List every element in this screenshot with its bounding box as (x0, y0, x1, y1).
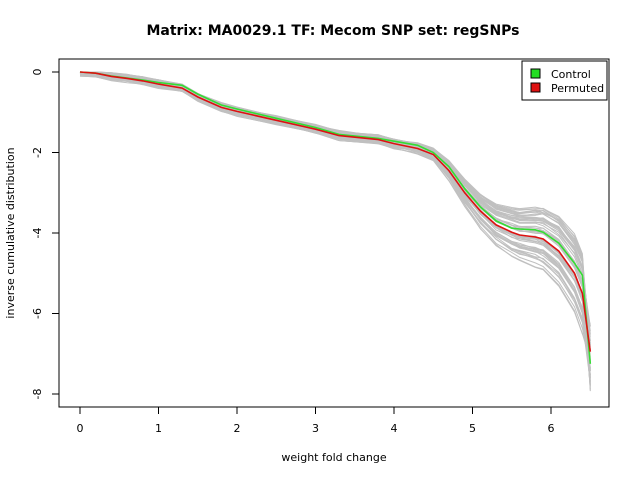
series-lines (79, 71, 592, 364)
permutation-curve (79, 71, 591, 391)
legend-label-permuted: Permuted (551, 82, 604, 95)
permutation-curve (80, 71, 591, 379)
permutation-curve (79, 75, 591, 336)
permutation-curve (79, 72, 591, 326)
permutation-curve (80, 71, 591, 332)
permutation-curve (79, 71, 591, 379)
permutation-curve (79, 73, 591, 325)
permutation-curve (80, 71, 591, 342)
legend-box (521, 60, 608, 101)
legend: Control Permuted (521, 60, 608, 101)
y-tick-label: 0 (31, 69, 44, 76)
permutation-curve (80, 71, 591, 335)
permutation-curve (80, 71, 591, 390)
permutation-curve (80, 71, 591, 392)
permutation-curve (79, 72, 591, 325)
permutation-background-curves (79, 71, 591, 392)
legend-swatch-permuted (530, 82, 541, 93)
y-axis-label: inverse cumulative distribution (4, 147, 17, 318)
permutation-curve (79, 73, 591, 336)
y-tick-label: -6 (31, 308, 44, 319)
y-tick-label: -2 (31, 147, 44, 158)
x-tick-label: 0 (77, 422, 84, 435)
permutation-curve (79, 72, 591, 371)
x-tick-label: 6 (548, 422, 555, 435)
chart-title: Matrix: MA0029.1 TF: Mecom SNP set: regS… (146, 23, 519, 39)
permutation-curve (79, 71, 591, 327)
x-tick-label: 4 (391, 422, 398, 435)
legend-label-control: Control (551, 68, 591, 81)
y-tick-label: -8 (31, 389, 44, 400)
plot-frame (58, 58, 610, 408)
permutation-curve (79, 71, 591, 341)
y-axis: 0 -2 -4 -6 -8 (31, 69, 60, 400)
x-tick-label: 2 (234, 422, 241, 435)
x-tick-label: 3 (312, 422, 319, 435)
x-axis: 0 1 2 3 4 5 6 (77, 406, 555, 435)
x-axis-label: weight fold change (281, 451, 386, 464)
permutation-curve (79, 71, 591, 388)
permutation-curve (79, 71, 591, 337)
permutation-curve (79, 72, 591, 382)
series-line-permuted (79, 71, 592, 352)
x-tick-label: 1 (155, 422, 162, 435)
x-tick-label: 5 (469, 422, 476, 435)
y-tick-label: -4 (31, 228, 44, 239)
permutation-curve (80, 71, 591, 327)
permutation-curve (79, 73, 591, 376)
permutation-curve (80, 71, 591, 383)
legend-swatch-control (530, 68, 541, 79)
permutation-curve (79, 71, 591, 327)
permutation-curve (79, 72, 591, 332)
series-line-control (79, 71, 592, 364)
